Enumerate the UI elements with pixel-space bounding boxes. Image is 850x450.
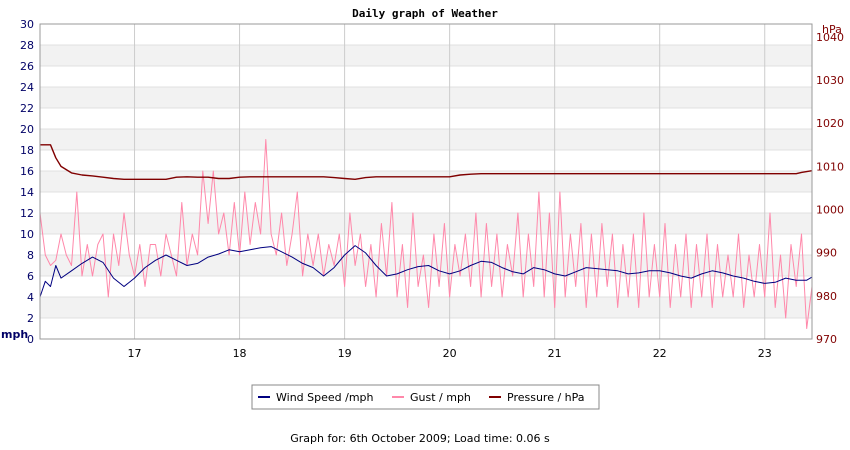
right-axis-unit: hPa <box>822 23 842 36</box>
plot-band <box>40 45 812 66</box>
plot-band <box>40 24 812 45</box>
left-tick-label: 6 <box>27 270 34 283</box>
x-tick-label: 20 <box>443 347 457 360</box>
left-tick-label: 20 <box>20 123 34 136</box>
plot-frame <box>39 23 813 340</box>
x-tick-label: 18 <box>233 347 247 360</box>
left-tick-label: 16 <box>20 165 34 178</box>
left-tick-label: 30 <box>20 18 34 31</box>
right-tick-label: 1010 <box>816 160 844 173</box>
plot-band <box>40 318 812 339</box>
left-tick-label: 0 <box>27 333 34 346</box>
series-line-0 <box>39 245 813 298</box>
left-tick-label: 14 <box>20 186 34 199</box>
right-tick-label: 970 <box>816 333 837 346</box>
left-tick-label: 28 <box>20 39 34 52</box>
legend-label: Gust / mph <box>410 391 471 404</box>
x-tick-label: 23 <box>758 347 772 360</box>
left-tick-label: 24 <box>20 81 34 94</box>
left-tick-label: 26 <box>20 60 34 73</box>
plot-band <box>40 129 812 150</box>
left-tick-label: 8 <box>27 249 34 262</box>
left-tick-label: 12 <box>20 207 34 220</box>
plot-band <box>40 150 812 171</box>
right-tick-label: 1040 <box>816 31 844 44</box>
left-axis-unit: mph <box>1 328 28 341</box>
legend: Wind Speed /mph Gust / mph Pressure / hPa <box>251 384 600 410</box>
plot-band <box>40 213 812 234</box>
plot-band <box>40 66 812 87</box>
legend-label: Pressure / hPa <box>507 391 585 404</box>
legend-box <box>251 384 600 410</box>
plot-band <box>40 108 812 129</box>
right-tick-label: 990 <box>816 247 837 260</box>
chart-title: Daily graph of Weather <box>352 7 498 20</box>
plot-band <box>40 297 812 318</box>
plot-band <box>40 192 812 213</box>
x-tick-label: 19 <box>338 347 352 360</box>
series-line-2 <box>40 144 813 181</box>
x-tick-label: 17 <box>128 347 142 360</box>
x-axis: 17 18 19 20 21 22 23 <box>128 347 772 360</box>
plot-band <box>40 87 812 108</box>
left-tick-label: 4 <box>27 291 34 304</box>
plot-band <box>40 234 812 255</box>
right-axis: 970 980 990 1000 1010 1020 1030 1040 <box>816 31 844 346</box>
left-tick-label: 10 <box>20 228 34 241</box>
x-tick-label: 22 <box>653 347 667 360</box>
right-tick-label: 1020 <box>816 117 844 130</box>
legend-label: Wind Speed /mph <box>276 391 374 404</box>
series-group <box>39 139 813 329</box>
footer-text: Graph for: 6th October 2009; Load time: … <box>290 432 550 445</box>
left-tick-label: 2 <box>27 312 34 325</box>
plot-band <box>40 171 812 192</box>
right-tick-label: 1000 <box>816 204 844 217</box>
left-tick-label: 18 <box>20 144 34 157</box>
right-tick-label: 980 <box>816 290 837 303</box>
left-tick-label: 22 <box>20 102 34 115</box>
plot-background <box>40 24 812 339</box>
right-tick-label: 1030 <box>816 74 844 87</box>
series-line-1 <box>39 139 813 329</box>
x-tick-label: 21 <box>548 347 562 360</box>
